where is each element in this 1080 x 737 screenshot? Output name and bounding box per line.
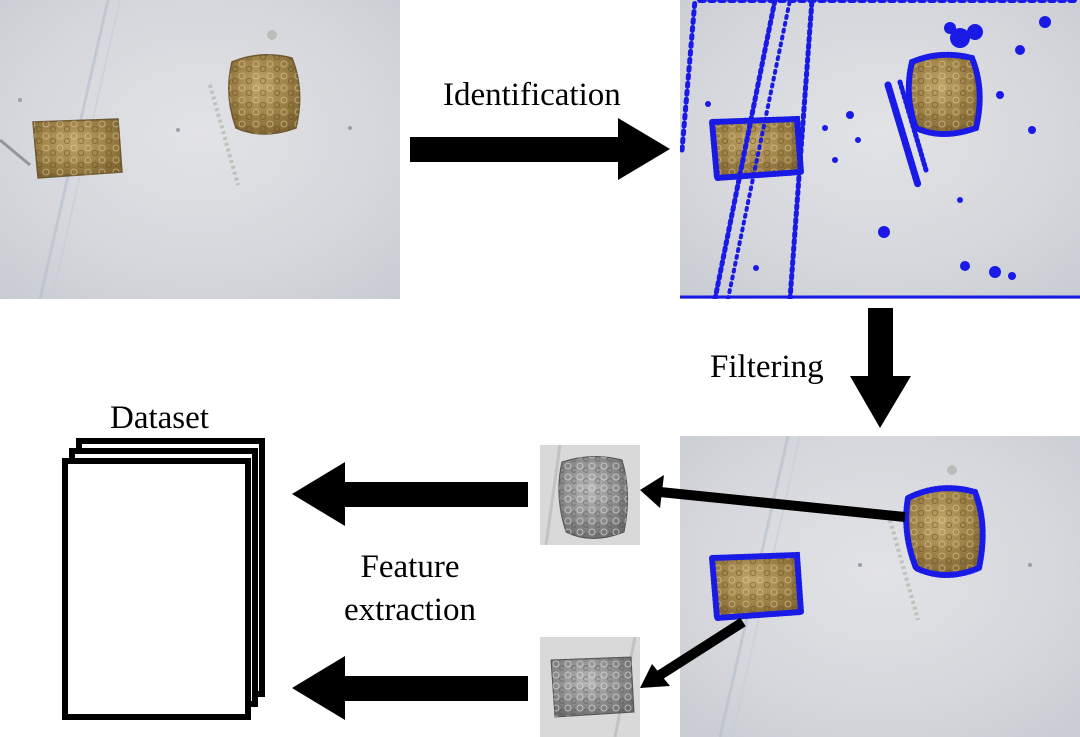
dataset-arrow-top (292, 462, 528, 526)
filtering-label: Filtering (710, 349, 824, 385)
extraction-arrow-bottom (640, 617, 746, 688)
filtering-arrow (850, 308, 911, 428)
crop-bottom-image (540, 636, 640, 737)
raw-micrograph-image (0, 0, 400, 299)
filtered-contours (708, 485, 986, 622)
dataset-label: Dataset (110, 400, 209, 436)
dataset-pages-icon (62, 438, 265, 720)
dataset-arrow-bottom (292, 656, 528, 720)
extraction-arrow-top (640, 475, 906, 522)
feature-extraction-label-line1: Feature (360, 549, 460, 585)
detected-points (680, 0, 1080, 299)
feature-extraction-label-line2: extraction (344, 592, 476, 628)
crop-top-image (540, 444, 640, 546)
filtered-micrograph-image (680, 436, 1080, 737)
identification-arrow (410, 118, 670, 180)
identified-micrograph-image (680, 0, 1080, 299)
detected-blobs (705, 16, 1051, 280)
identification-label: Identification (443, 77, 621, 113)
